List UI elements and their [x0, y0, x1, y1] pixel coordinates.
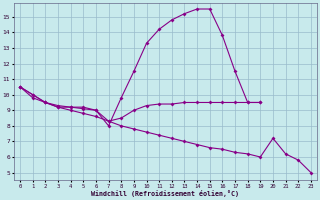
X-axis label: Windchill (Refroidissement éolien,°C): Windchill (Refroidissement éolien,°C): [92, 190, 239, 197]
